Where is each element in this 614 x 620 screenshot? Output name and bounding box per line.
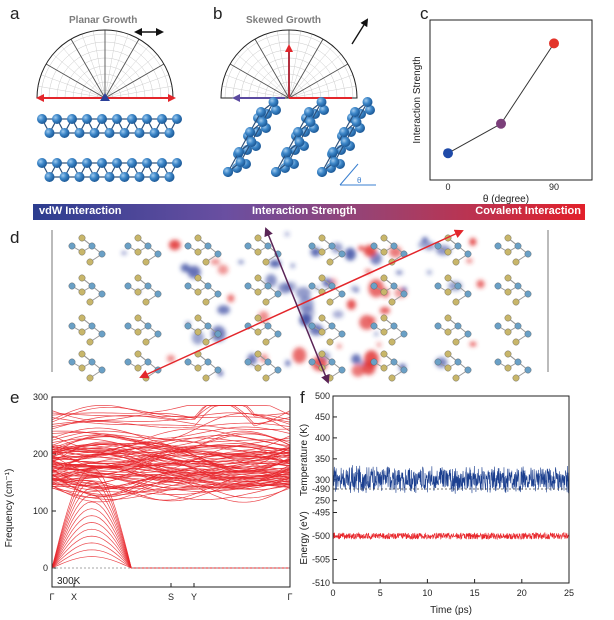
- chart-e-ytick-0: 0: [43, 563, 48, 573]
- chart-f-xtick-4: 20: [517, 588, 527, 598]
- chart-e-xtick-3: Y: [191, 592, 197, 602]
- chart-e-ytick-2: 200: [33, 449, 48, 459]
- chart-f-ytick-temp-4: 300: [315, 475, 330, 485]
- chart-f-ytick-energy-1: -495: [312, 508, 330, 518]
- chart-f-ytick-temp-5: 250: [315, 496, 330, 506]
- chart-e-ytick-1: 100: [33, 506, 48, 516]
- panel-label-c: c: [420, 4, 429, 23]
- interaction-gradient-bar: vdW Interaction Interaction Strength Cov…: [33, 204, 585, 220]
- charge-density-map: [121, 231, 485, 377]
- skewed-direction-arrow: [351, 18, 369, 45]
- chart-f-ytick-temp-3: 350: [315, 454, 330, 464]
- chart-f-xtick-1: 5: [378, 588, 383, 598]
- chart-f-ylabel-energy: Energy (eV): [299, 511, 310, 564]
- polar-grid-a: [36, 29, 174, 99]
- panel-label-a: a: [10, 4, 20, 23]
- chart-f-xtick-3: 15: [470, 588, 480, 598]
- energy-trace: [332, 531, 570, 541]
- chart-e-xtick-1: X: [71, 592, 77, 602]
- chart-f-ytick-energy-2: -500: [312, 531, 330, 541]
- chart-f-ytick-energy-0: -490: [312, 484, 330, 494]
- panels-ab-figure: θ: [36, 18, 376, 186]
- chart-e-xtick-2: S: [168, 592, 174, 602]
- interaction-direction-arrow: [264, 227, 330, 384]
- md-traces: [332, 465, 570, 541]
- panel-label-e: e: [10, 388, 20, 407]
- chart-c: Interaction Strength 0 90 θ (degree): [412, 19, 593, 204]
- atom-chains: [37, 97, 375, 182]
- chart-c-point-1: [496, 118, 506, 129]
- chart-f-ytick-temp-1: 450: [315, 412, 330, 422]
- chart-e: Frequency (cm⁻¹) 0 100 200 300 Γ X S Y Γ 300K: [4, 392, 293, 602]
- panel-b-title: Skewed Growth: [246, 15, 322, 26]
- theta-symbol: θ: [357, 176, 362, 185]
- skewed-left-marker: [232, 94, 240, 102]
- chart-f-ytick-energy-3: -505: [312, 555, 330, 565]
- planar-origin-marker: [100, 93, 110, 101]
- panel-a-title: Planar Growth: [69, 15, 138, 26]
- chart-f-ytick-temp-2: 400: [315, 433, 330, 443]
- chart-f-ytick-energy-4: -510: [312, 578, 330, 588]
- chart-e-ytick-3: 300: [33, 392, 48, 402]
- chart-f-ylabel-temperature: Temperature (K): [299, 424, 310, 496]
- temperature-trace: [332, 465, 570, 494]
- chart-c-xtick-0: 0: [445, 182, 450, 192]
- panel-label-f: f: [300, 388, 305, 407]
- chart-c-ylabel: Interaction Strength: [412, 56, 423, 143]
- phonon-bands: [51, 405, 291, 569]
- chart-c-xlabel: θ (degree): [483, 194, 529, 204]
- panel-d-snapshot: [51, 227, 549, 384]
- chart-f-xlabel: Time (ps): [430, 605, 472, 616]
- chart-f-frame: [332, 395, 570, 584]
- chart-f-xtick-0: 0: [330, 588, 335, 598]
- chart-e-xtick-4: Γ: [288, 592, 293, 602]
- chart-f-ytick-temp-0: 500: [315, 391, 330, 401]
- gradient-label-middle: Interaction Strength: [252, 205, 357, 217]
- gradient-label-right: Covalent Interaction: [475, 205, 581, 217]
- chart-c-point-0: [443, 148, 453, 159]
- chart-f-xtick-2: 10: [422, 588, 432, 598]
- chart-f-xtick-5: 25: [564, 588, 574, 598]
- chart-e-ylabel: Frequency (cm⁻¹): [4, 469, 15, 548]
- chart-f: Temperature (K) Energy (eV) 500 450 400 350…: [299, 391, 574, 616]
- panel-label-d: d: [10, 228, 20, 247]
- gradient-label-left: vdW Interaction: [39, 205, 122, 217]
- chart-c-xtick-1: 90: [549, 182, 559, 192]
- panel-label-b: b: [213, 4, 223, 23]
- chart-e-annotation: 300K: [57, 576, 81, 587]
- chart-e-xtick-0: Γ: [50, 592, 55, 602]
- chart-c-point-2: [549, 38, 559, 49]
